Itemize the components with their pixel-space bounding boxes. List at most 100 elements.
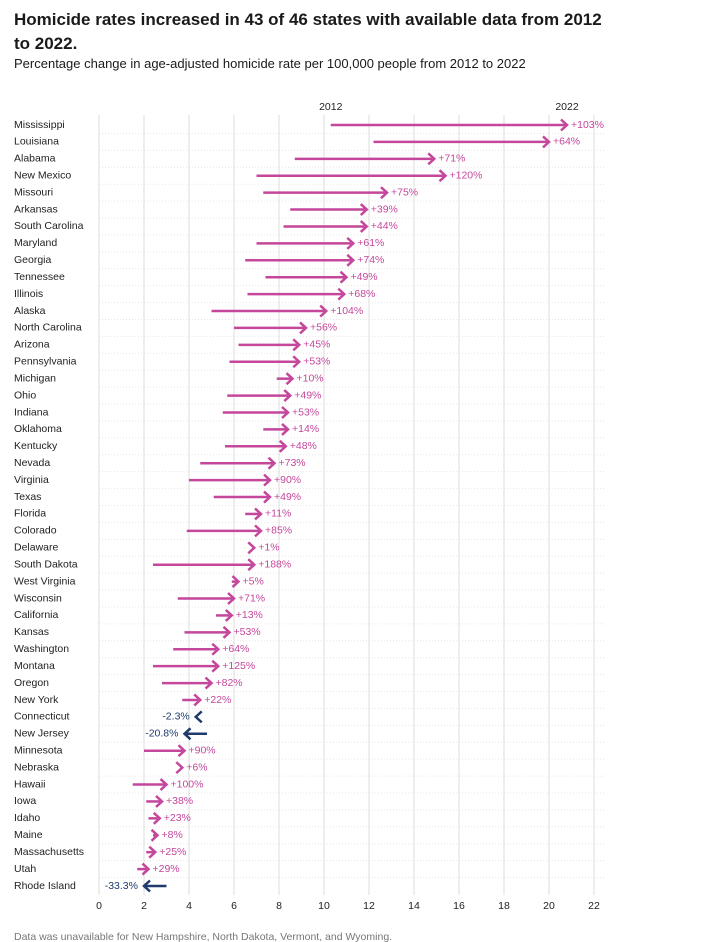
x-tick-label: 16 — [453, 900, 465, 912]
category-label: Oregon — [14, 677, 49, 689]
change-label: +64% — [222, 643, 249, 655]
x-tick-label: 10 — [318, 900, 330, 912]
arrow-head — [346, 236, 356, 250]
change-label: +29% — [153, 863, 180, 875]
change-label: +25% — [159, 846, 186, 858]
series-header: 2012 — [319, 101, 343, 113]
arrow-head — [224, 609, 234, 622]
arrow-head — [159, 778, 169, 791]
category-label: West Virginia — [14, 575, 76, 587]
category-label: California — [14, 609, 59, 621]
category-label: Utah — [14, 863, 36, 875]
x-tick-label: 20 — [543, 900, 555, 912]
arrow-head — [359, 203, 369, 216]
change-label: +49% — [274, 491, 301, 503]
change-label: +6% — [186, 761, 207, 773]
category-label: Pennsylvania — [14, 356, 77, 368]
arrow-head — [339, 270, 349, 284]
change-label: +125% — [222, 660, 255, 672]
arrow-head — [177, 744, 187, 758]
change-label: +53% — [303, 356, 330, 368]
category-label: South Carolina — [14, 220, 84, 232]
x-tick-label: 18 — [498, 900, 510, 912]
category-label: Idaho — [14, 812, 40, 824]
category-label: Maryland — [14, 237, 57, 249]
category-label: Tennessee — [14, 271, 65, 283]
x-tick-label: 14 — [408, 900, 420, 912]
change-label: -33.3% — [105, 880, 138, 892]
x-tick-label: 12 — [363, 900, 375, 912]
change-label: +5% — [243, 575, 264, 587]
category-label: Michigan — [14, 372, 56, 384]
category-label: Mississippi — [14, 119, 65, 131]
arrow-head — [292, 338, 302, 352]
change-label: +120% — [450, 170, 483, 182]
category-label: Kansas — [14, 626, 49, 638]
arrow-head — [285, 372, 295, 386]
change-label: +188% — [258, 558, 291, 570]
change-label: +44% — [371, 220, 398, 232]
change-label: +1% — [258, 542, 279, 554]
arrow-head — [380, 186, 389, 200]
category-label: Louisiana — [14, 136, 59, 148]
change-label: +48% — [290, 440, 317, 452]
arrow-head — [175, 761, 185, 775]
category-label: Indiana — [14, 406, 49, 418]
category-label: Delaware — [14, 542, 59, 554]
category-label: Iowa — [14, 795, 36, 807]
arrow-head — [193, 693, 203, 707]
footnote: Data was unavailable for New Hampshire, … — [14, 931, 392, 942]
category-label: Minnesota — [14, 744, 63, 756]
category-label: Kentucky — [14, 440, 58, 452]
category-label: Colorado — [14, 525, 57, 537]
arrow-head — [283, 389, 293, 402]
arrow-head — [211, 642, 221, 656]
arrow-head — [438, 169, 448, 183]
arrow-head — [263, 490, 272, 504]
category-label: Georgia — [14, 254, 52, 266]
change-label: +49% — [351, 271, 378, 283]
category-label: Alabama — [14, 153, 56, 165]
change-label: +104% — [330, 305, 363, 317]
arrow-head — [141, 862, 151, 876]
category-label: Alaska — [14, 305, 46, 317]
arrow-head — [263, 473, 272, 487]
category-label: Maine — [14, 829, 43, 841]
arrow-head — [346, 253, 356, 267]
x-tick-label: 2 — [141, 900, 147, 912]
change-label: +56% — [310, 322, 337, 334]
arrow-head — [211, 659, 221, 673]
category-label: Texas — [14, 491, 41, 503]
category-label: Nevada — [14, 457, 50, 469]
category-label: Virginia — [14, 474, 49, 486]
arrow-head — [142, 879, 151, 893]
change-label: +71% — [438, 153, 465, 165]
change-label: +103% — [571, 119, 604, 131]
arrow-head — [247, 558, 257, 572]
change-label: +13% — [236, 609, 263, 621]
arrow-head — [281, 406, 290, 419]
category-label: Washington — [14, 643, 69, 655]
change-label: +38% — [166, 795, 193, 807]
category-label: Florida — [14, 508, 46, 520]
category-label: Oklahoma — [14, 423, 62, 435]
change-label: -20.8% — [145, 728, 178, 740]
x-tick-label: 0 — [96, 900, 102, 912]
change-label: +14% — [292, 423, 319, 435]
arrow-head — [150, 828, 160, 842]
change-label: +82% — [216, 677, 243, 689]
category-label: Montana — [14, 660, 55, 672]
category-label: Missouri — [14, 186, 53, 198]
arrow-head — [155, 795, 164, 808]
arrow-head — [319, 304, 329, 318]
arrow-head — [292, 355, 302, 369]
arrow-head — [560, 118, 569, 132]
arrow-head — [267, 456, 277, 470]
arrow-head — [182, 727, 192, 741]
category-label: Arizona — [14, 339, 50, 351]
arrow-head — [227, 592, 236, 605]
arrow-head — [231, 575, 241, 589]
category-label: Ohio — [14, 389, 36, 401]
arrow-head — [222, 625, 232, 639]
change-label: +64% — [553, 136, 580, 148]
